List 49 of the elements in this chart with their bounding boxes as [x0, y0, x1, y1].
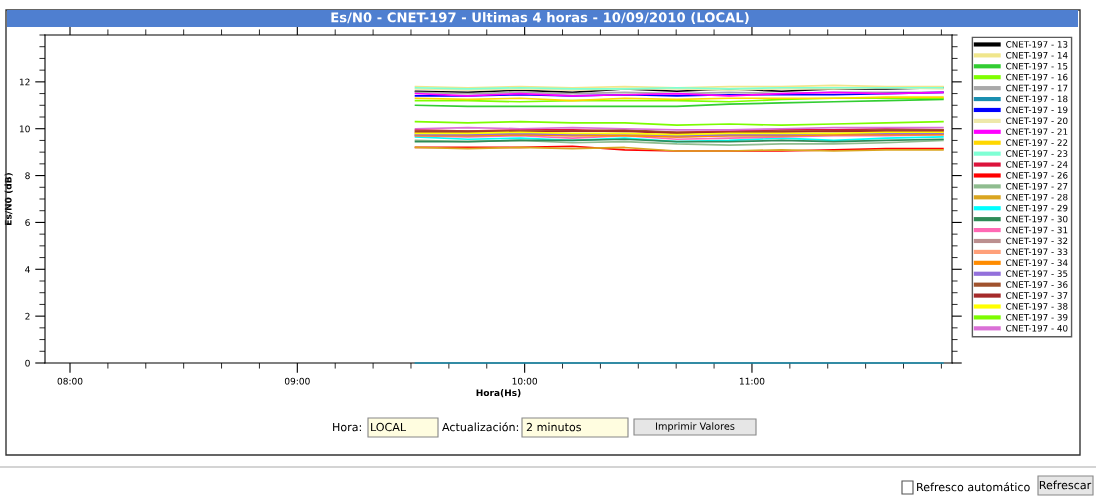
legend-label: CNET-197 - 38: [1006, 303, 1068, 310]
x-axis-title: Hora(Hs): [476, 389, 521, 398]
legend-label: CNET-197 - 32: [1006, 237, 1068, 245]
x-tick-label: 09:00: [284, 377, 310, 385]
legend-label: CNET-197 - 16: [1006, 73, 1068, 81]
legend-label: CNET-197 - 33: [1006, 248, 1068, 256]
x-tick-label: 11:00: [739, 377, 765, 385]
text: Refrescar: [1039, 480, 1092, 490]
legend-label: CNET-197 - 23: [1006, 150, 1068, 157]
legend-label: CNET-197 - 30: [1006, 215, 1068, 223]
legend-label: CNET-197 - 28: [1006, 193, 1068, 201]
y-tick-label: 2: [25, 312, 30, 320]
legend-label: CNET-197 - 31: [1006, 226, 1068, 234]
legend-label: CNET-197 - 29: [1006, 204, 1068, 212]
text: 2 minutos: [526, 422, 581, 432]
legend-label: CNET-197 - 13: [1006, 41, 1068, 48]
x-tick-label: 10:00: [512, 377, 538, 385]
legend-label: CNET-197 - 24: [1006, 161, 1068, 168]
text: LOCAL: [371, 422, 407, 432]
text: Hora:: [333, 422, 361, 432]
y-tick-label: 10: [19, 125, 30, 133]
legend-label: CNET-197 - 35: [1006, 270, 1068, 277]
legend-label: CNET-197 - 15: [1006, 62, 1068, 70]
legend-label: CNET-197 - 34: [1006, 259, 1068, 267]
legend-label: CNET-197 - 26: [1006, 172, 1068, 179]
text: Refresco automático: [917, 482, 1030, 492]
text: Imprimir Valores: [656, 422, 735, 432]
legend-label: CNET-197 - 40: [1006, 324, 1068, 332]
legend-label: CNET-197 - 39: [1006, 313, 1068, 321]
x-tick-label: 08:00: [57, 377, 83, 385]
y-tick-label: 12: [19, 78, 30, 86]
y-tick-label: 6: [25, 219, 30, 226]
legend-label: CNET-197 - 37: [1006, 292, 1068, 299]
y-tick-label: 0: [25, 359, 30, 367]
legend-label: CNET-197 - 19: [1006, 106, 1068, 114]
legend-label: CNET-197 - 21: [1006, 128, 1068, 135]
y-axis-title: Es/N0 (dB): [4, 173, 13, 225]
line-series: [414, 98, 944, 108]
y-tick-label: 8: [25, 172, 30, 180]
legend-label: CNET-197 - 17: [1006, 84, 1068, 92]
legend-label: CNET-197 - 18: [1006, 95, 1068, 103]
legend-label: CNET-197 - 20: [1006, 117, 1068, 125]
legend-label: CNET-197 - 27: [1006, 182, 1068, 190]
chart-title: Es/N0 - CNET-197 - Ultimas 4 horas - 10/09/2010 (LOCAL): [331, 12, 749, 24]
legend-label: CNET-197 - 36: [1006, 281, 1068, 288]
y-tick-label: 4: [25, 266, 30, 273]
text: Actualización:: [442, 422, 519, 432]
legend-label: CNET-197 - 14: [1006, 51, 1068, 59]
legend-label: CNET-197 - 22: [1006, 139, 1068, 146]
